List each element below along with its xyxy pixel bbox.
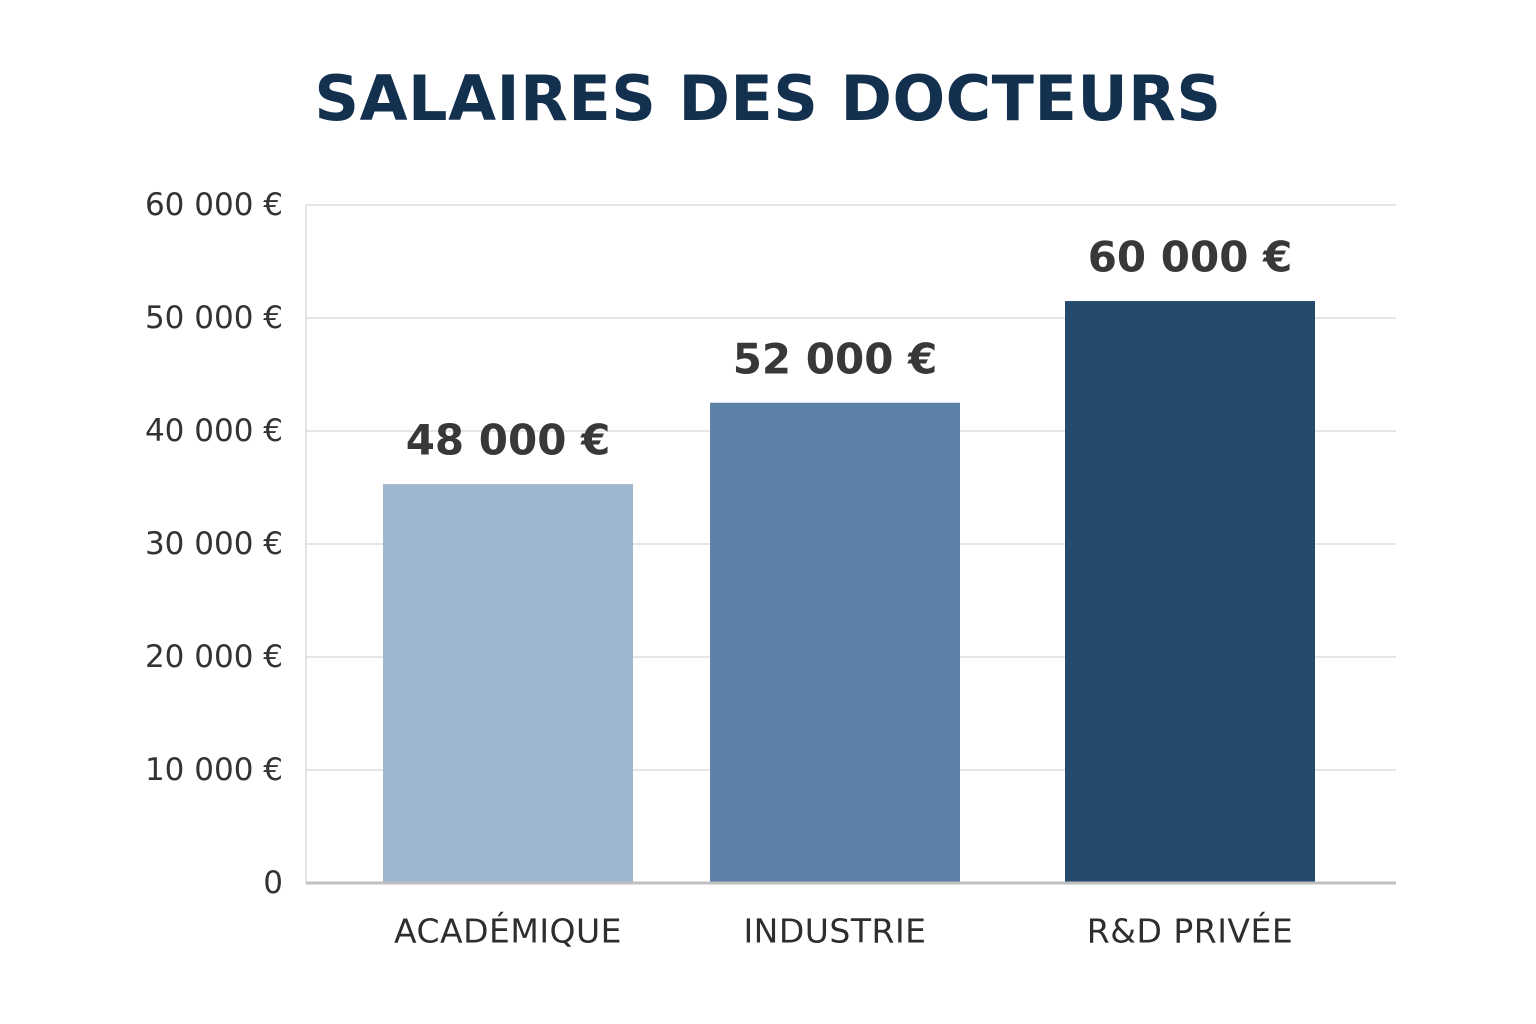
x-category-label: INDUSTRIE	[743, 912, 926, 951]
x-category-label: R&D PRIVÉE	[1087, 911, 1293, 951]
bar-value-label: 52 000 €	[733, 334, 938, 383]
data-labels: 48 000 € 52 000 € 60 000 €	[406, 233, 1293, 465]
y-tick-label: 60 000 €	[145, 187, 283, 223]
y-axis-ticks: 0 10 000 € 20 000 € 30 000 € 40 000 € 50 000 …	[145, 187, 283, 901]
y-tick-label: 40 000 €	[145, 413, 283, 449]
x-axis-categories: ACADÉMIQUE INDUSTRIE R&D PRIVÉE	[394, 911, 1293, 951]
bar-value-label: 48 000 €	[406, 416, 611, 465]
axes	[305, 205, 1396, 885]
x-category-label: ACADÉMIQUE	[394, 911, 622, 951]
bars	[383, 301, 1315, 883]
bar-value-label: 60 000 €	[1088, 233, 1293, 282]
y-tick-label: 10 000 €	[145, 752, 283, 788]
bar-1	[710, 402, 960, 883]
y-tick-label: 30 000 €	[145, 526, 283, 562]
y-tick-label: 50 000 €	[145, 300, 283, 336]
y-tick-label: 20 000 €	[145, 639, 283, 675]
bar-0	[383, 484, 633, 883]
bar-2	[1065, 301, 1315, 883]
chart-title: SALAIRES DES DOCTEURS	[314, 62, 1222, 135]
y-tick-label: 0	[263, 865, 283, 901]
